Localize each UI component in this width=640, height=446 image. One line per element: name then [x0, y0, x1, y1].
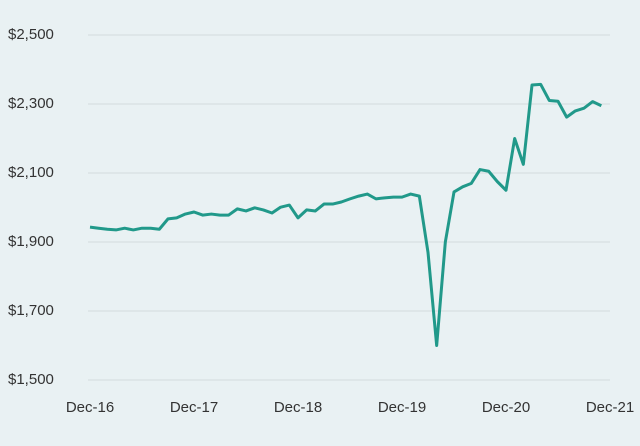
x-tick-label: Dec-17 [170, 399, 218, 416]
x-tick-label: Dec-19 [378, 399, 426, 416]
data-line [89, 82, 602, 347]
x-tick-label: Dec-20 [482, 399, 530, 416]
y-tick-label: $2,300 [8, 95, 54, 112]
x-tick-label: Dec-16 [66, 399, 114, 416]
y-tick-label: $2,500 [8, 26, 54, 43]
y-tick-label: $1,500 [8, 371, 54, 388]
y-tick-label: $1,700 [8, 302, 54, 319]
x-tick-label: Dec-18 [274, 399, 322, 416]
x-tick-label: Dec-21 [586, 399, 634, 416]
y-tick-label: $1,900 [8, 233, 54, 250]
y-tick-label: $2,100 [8, 164, 54, 181]
